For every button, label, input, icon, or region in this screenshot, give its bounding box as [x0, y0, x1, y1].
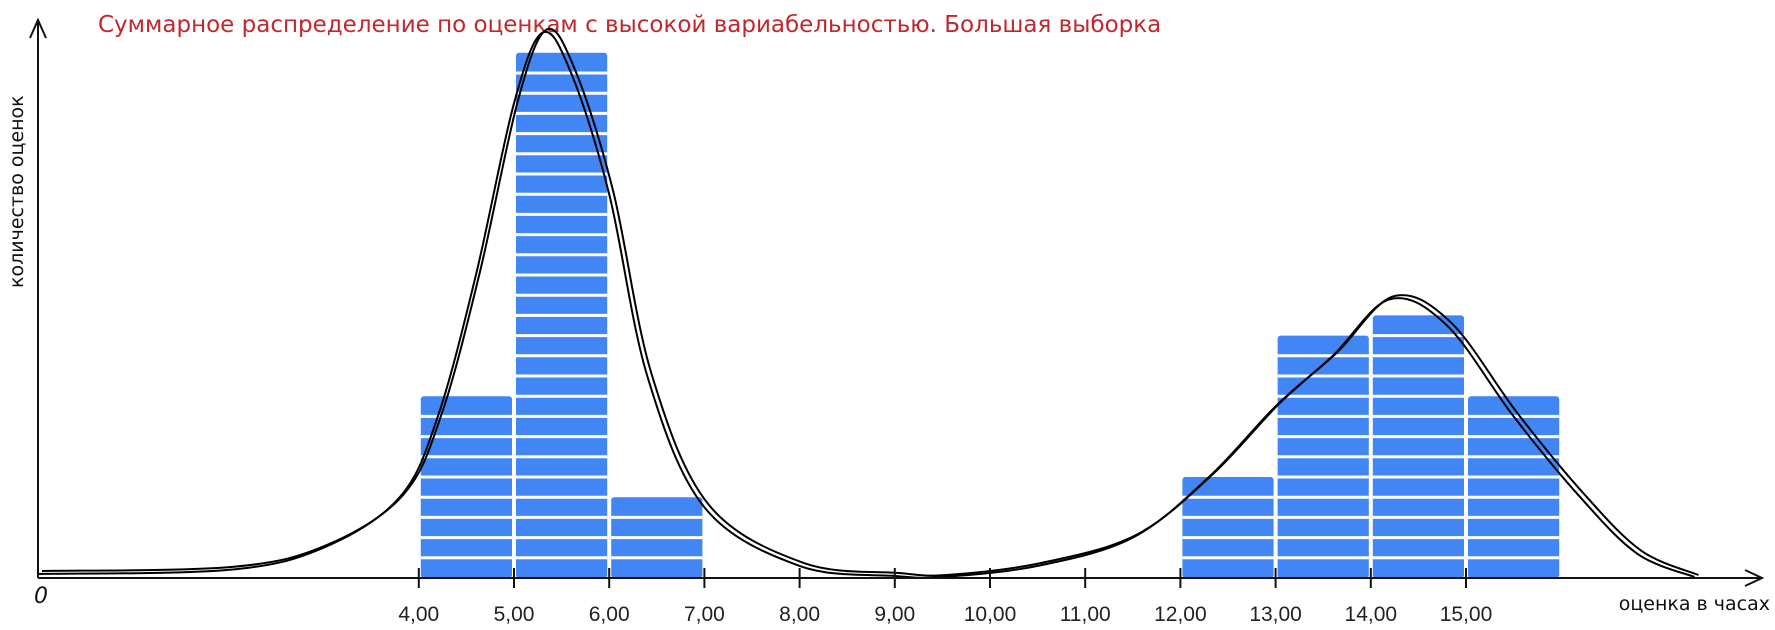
bar-rect-0	[420, 396, 512, 578]
y-axis-arrow	[29, 17, 47, 39]
bar-4	[1277, 335, 1369, 578]
x-tick-label: 9,00	[874, 603, 915, 626]
bar-5	[1372, 315, 1464, 578]
x-tick-label: 12,00	[1154, 603, 1207, 626]
curve-group	[37, 27, 1699, 579]
x-tick-label: 15,00	[1440, 603, 1493, 626]
x-axis-label: оценка в часах	[1619, 593, 1770, 615]
x-tick-label: 11,00	[1060, 603, 1111, 626]
bar-2	[611, 497, 703, 578]
bars-group	[420, 52, 1560, 579]
x-tick-label: 8,00	[779, 603, 820, 626]
bar-rect-3	[1182, 477, 1274, 578]
bar-0	[420, 396, 512, 578]
x-tick-label: 4,00	[398, 603, 439, 626]
x-tick-label: 5,00	[494, 603, 535, 626]
ticks-group: 4,00 5,00 6,00 7,00 8,00 9,00 10,00 11,00 12,00 1…	[398, 568, 1492, 626]
distribution-curve-0	[37, 30, 1695, 579]
chart-title: Суммарное распределение по оценкам с выс…	[98, 12, 1161, 38]
bar-rect-5	[1372, 315, 1464, 578]
bar-1	[516, 52, 608, 579]
bar-6	[1468, 396, 1560, 578]
x-tick-label: 13,00	[1249, 603, 1302, 626]
x-tick-label: 6,00	[589, 603, 630, 626]
x-tick-label: 7,00	[684, 603, 725, 626]
origin-label: 0	[34, 584, 48, 609]
distribution-curve-1	[41, 27, 1699, 577]
bar-rect-6	[1468, 396, 1560, 578]
x-tick-label: 14,00	[1345, 603, 1398, 626]
bar-3	[1182, 477, 1274, 578]
y-axis-label: количество оценок	[6, 95, 28, 288]
x-axis-arrow	[1744, 569, 1765, 587]
x-tick-label: 10,00	[964, 603, 1017, 626]
axes-group	[29, 17, 1765, 587]
